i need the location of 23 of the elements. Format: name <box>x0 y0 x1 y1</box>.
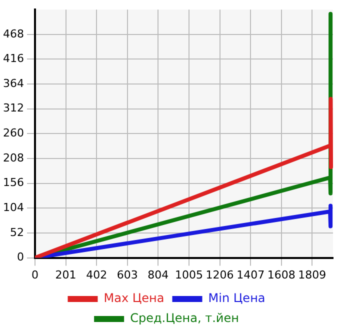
y-tick-label: 0 <box>16 250 24 264</box>
x-tick-label: 0 <box>31 268 38 282</box>
x-tick-label: 1407 <box>236 268 265 282</box>
y-tick-label: 208 <box>2 151 24 164</box>
y-tick-label: 156 <box>2 176 24 190</box>
x-tick-label: 603 <box>116 268 138 282</box>
y-tick-label: 416 <box>2 52 24 66</box>
x-tick-label: 1206 <box>206 268 234 282</box>
x-tick-label: 804 <box>148 268 169 282</box>
y-tick-label: 104 <box>2 201 24 214</box>
y-tick-label: 468 <box>2 27 24 40</box>
y-tick-label: 364 <box>2 76 24 90</box>
x-tick-label: 1608 <box>267 268 296 282</box>
x-tick-label: 402 <box>86 268 108 282</box>
y-tick-label: 52 <box>10 226 24 239</box>
y-tick-label: 260 <box>2 126 24 140</box>
legend-label: Min Цена <box>208 291 266 306</box>
legend-label: Max Цена <box>104 291 164 306</box>
x-tick-label: 1005 <box>174 268 203 282</box>
x-tick-label: 201 <box>55 268 76 282</box>
y-tick-label: 312 <box>2 102 24 115</box>
x-tick-label: 1809 <box>298 268 326 282</box>
legend-label: Сред.Цена, т.йен <box>130 311 239 326</box>
